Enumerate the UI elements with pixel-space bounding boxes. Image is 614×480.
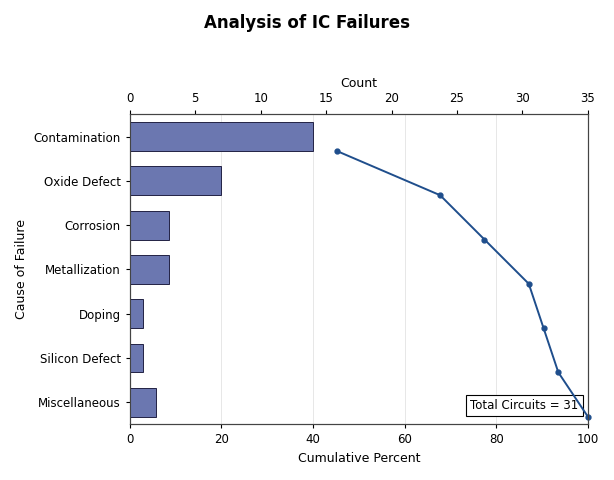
Bar: [130, 255, 169, 284]
Bar: [130, 122, 313, 151]
Bar: [130, 344, 143, 372]
Bar: [130, 211, 169, 240]
Text: Analysis of IC Failures: Analysis of IC Failures: [204, 14, 410, 33]
Bar: [130, 300, 143, 328]
X-axis label: Count: Count: [340, 77, 378, 90]
Text: Total Circuits = 31: Total Circuits = 31: [470, 399, 579, 412]
Y-axis label: Cause of Failure: Cause of Failure: [15, 219, 28, 319]
Bar: [130, 388, 156, 417]
Bar: [130, 167, 222, 195]
X-axis label: Cumulative Percent: Cumulative Percent: [298, 452, 420, 465]
